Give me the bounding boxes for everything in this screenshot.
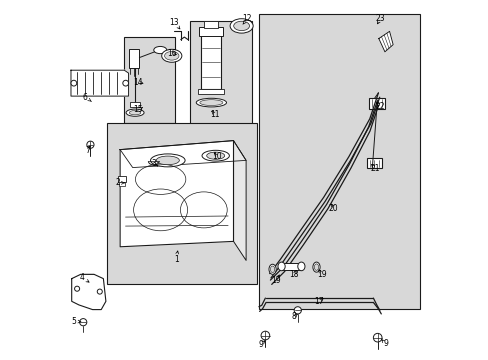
Text: 5: 5 [71,317,76,325]
Ellipse shape [268,264,276,274]
Circle shape [75,286,80,291]
Bar [197,89,224,94]
Bar [258,14,419,309]
Bar [204,21,218,28]
Bar [366,158,381,168]
Polygon shape [233,140,245,261]
Ellipse shape [233,21,249,31]
Ellipse shape [312,262,320,272]
Ellipse shape [230,19,253,33]
Text: 23: 23 [375,14,385,23]
Text: 22: 22 [375,102,385,111]
Bar [107,123,257,284]
Text: 11: 11 [210,110,219,119]
Ellipse shape [126,109,144,116]
Polygon shape [378,31,392,52]
Ellipse shape [162,49,182,62]
Bar [118,176,125,182]
Ellipse shape [200,100,223,105]
Polygon shape [72,274,106,310]
Bar [189,21,251,127]
Circle shape [261,331,269,340]
Ellipse shape [196,98,226,107]
Bar [119,182,124,186]
Text: 4: 4 [79,273,84,282]
Text: 1: 1 [173,255,178,264]
Text: 7: 7 [85,146,90,155]
Polygon shape [71,70,128,96]
Circle shape [71,80,77,86]
Circle shape [122,80,128,86]
Text: 10: 10 [212,152,222,161]
Ellipse shape [314,264,318,270]
Polygon shape [120,140,233,247]
Circle shape [373,333,381,342]
Ellipse shape [206,152,224,159]
Bar [199,27,223,36]
Circle shape [87,141,94,148]
Text: 15: 15 [133,105,143,114]
Text: 14: 14 [133,77,143,86]
Bar [130,102,140,107]
Text: 16: 16 [166,49,176,58]
Circle shape [80,319,87,326]
Bar [368,98,384,109]
Ellipse shape [270,266,274,273]
Text: 19: 19 [316,270,326,279]
Text: 3: 3 [151,159,156,168]
Text: 19: 19 [271,276,281,284]
Bar [281,263,301,270]
Text: 8: 8 [291,312,296,321]
Ellipse shape [277,262,285,271]
Text: 9: 9 [258,341,263,349]
Ellipse shape [297,262,305,271]
Ellipse shape [129,111,141,115]
Ellipse shape [150,154,185,167]
Text: 12: 12 [242,14,252,23]
Text: 17: 17 [314,297,324,306]
Circle shape [294,307,301,314]
Text: 6: 6 [83,93,88,102]
Bar [123,37,175,123]
Text: 13: 13 [169,18,179,27]
Circle shape [97,289,102,294]
Ellipse shape [156,156,179,165]
Text: 20: 20 [328,203,338,212]
Ellipse shape [153,46,166,54]
Text: 21: 21 [369,164,379,173]
Ellipse shape [202,150,229,161]
Text: 18: 18 [289,270,298,279]
Polygon shape [120,140,245,168]
Text: 2: 2 [115,178,120,187]
Text: 9: 9 [383,339,387,348]
Bar [200,35,221,89]
Ellipse shape [164,51,179,60]
Bar [128,49,139,68]
